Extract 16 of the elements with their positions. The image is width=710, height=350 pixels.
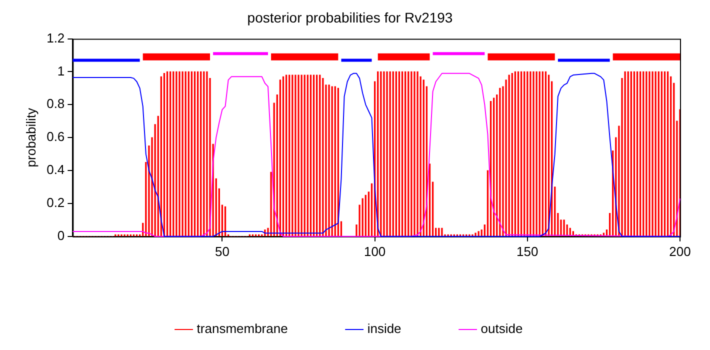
- legend-label: outside: [480, 321, 523, 336]
- legend-label: transmembrane: [196, 321, 288, 336]
- y-axis-title: probability: [23, 107, 38, 168]
- x-tick-label: 100: [364, 244, 386, 259]
- y-tick-label: 1: [57, 63, 65, 78]
- y-tick-label: 1.2: [46, 30, 65, 46]
- y-tick-label: 0.8: [46, 96, 65, 112]
- y-tick-label: 0.4: [46, 162, 65, 178]
- x-tick-label: 150: [516, 244, 538, 259]
- y-tick-label: 0.6: [46, 129, 65, 144]
- chart-title: posterior probabilities for Rv2193: [247, 9, 453, 26]
- x-tick-label: 50: [214, 244, 230, 259]
- y-tick-label: 0.2: [46, 195, 65, 210]
- y-tick-label: 0: [57, 228, 65, 243]
- x-tick-label: 200: [669, 244, 691, 259]
- legend-label: inside: [367, 321, 402, 336]
